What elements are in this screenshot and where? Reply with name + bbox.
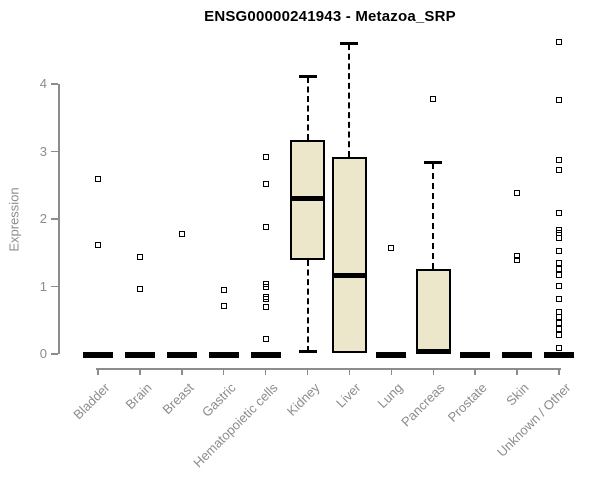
boxplot-box: [415, 268, 451, 354]
outlier-point: [262, 336, 269, 343]
x-axis-tick: [139, 368, 141, 375]
y-tick-label: 2: [39, 211, 47, 226]
outlier-point: [556, 332, 562, 339]
outlier-point: [556, 247, 562, 254]
outlier-point: [262, 303, 269, 310]
x-axis-tick: [516, 368, 518, 375]
outlier-point: [262, 224, 269, 231]
median-line: [415, 349, 451, 355]
y-axis-tick: [51, 353, 58, 355]
x-axis-tick: [222, 368, 225, 375]
x-axis-tick: [390, 368, 393, 375]
median-line-collapsed: [166, 352, 197, 358]
median-line-collapsed: [460, 352, 491, 358]
y-axis-tick: [51, 218, 58, 220]
outlier-point: [388, 245, 395, 252]
y-axis-line: [58, 84, 60, 354]
x-axis-tick: [432, 368, 435, 375]
outlier-point: [556, 166, 562, 173]
outlier-point: [556, 259, 562, 266]
y-tick-label: 4: [39, 76, 47, 91]
upper-whisker: [432, 162, 435, 269]
x-axis-tick: [97, 368, 99, 375]
outlier-point: [556, 272, 562, 279]
median-line: [290, 195, 326, 201]
outlier-point: [136, 285, 143, 292]
median-line-collapsed: [250, 352, 281, 358]
x-axis-tick: [264, 368, 267, 375]
upper-whisker: [306, 76, 309, 140]
outlier-point: [556, 313, 562, 320]
y-axis-tick: [51, 150, 58, 153]
outlier-point: [262, 283, 269, 290]
median-line-collapsed: [83, 352, 113, 358]
outlier-point: [514, 256, 521, 263]
y-axis-tick: [51, 285, 58, 288]
lower-whisker: [306, 260, 309, 352]
outlier-point: [556, 296, 562, 303]
x-axis-tick: [474, 368, 476, 375]
outlier-point: [95, 175, 101, 182]
y-tick-label: 1: [39, 278, 47, 294]
outlier-point: [95, 241, 101, 248]
outlier-point: [556, 326, 562, 333]
chart-title: ENSG00000241943 - Metazoa_SRP: [204, 8, 456, 25]
outlier-point: [556, 319, 562, 326]
y-axis-tick: [51, 83, 58, 85]
y-tick-label: 0: [39, 346, 47, 361]
x-axis-tick: [306, 368, 309, 375]
median-line-collapsed: [502, 352, 533, 358]
median-line-collapsed: [208, 352, 239, 358]
outlier-point: [556, 97, 562, 104]
outlier-point: [556, 282, 562, 289]
x-axis-tick: [558, 368, 560, 375]
x-axis-line: [96, 368, 561, 370]
outlier-point: [430, 95, 437, 102]
outlier-point: [514, 253, 521, 260]
upper-whisker-cap: [340, 42, 359, 45]
outlier-point: [556, 344, 562, 351]
median-line-collapsed: [124, 352, 155, 358]
x-axis-tick: [181, 368, 183, 375]
outlier-point: [556, 234, 562, 241]
outlier-point: [178, 230, 185, 237]
outlier-point: [556, 39, 562, 46]
outlier-point: [556, 265, 562, 272]
outlier-point: [514, 189, 521, 196]
median-line: [331, 272, 367, 278]
outlier-point: [136, 253, 143, 260]
boxplot-box: [331, 156, 367, 353]
outlier-point: [262, 296, 269, 303]
outlier-point: [220, 303, 227, 310]
y-tick-label: 3: [39, 143, 47, 159]
median-line-collapsed: [376, 352, 407, 358]
outlier-point: [556, 209, 562, 216]
median-line-collapsed: [544, 352, 574, 358]
upper-whisker-cap: [298, 75, 317, 79]
outlier-point: [262, 153, 269, 160]
x-axis-tick: [348, 368, 351, 375]
upper-whisker: [348, 43, 351, 157]
upper-whisker-cap: [424, 161, 443, 165]
outlier-point: [556, 157, 562, 164]
outlier-point: [262, 180, 269, 187]
lower-whisker-cap: [298, 350, 317, 354]
outlier-point: [220, 286, 227, 293]
